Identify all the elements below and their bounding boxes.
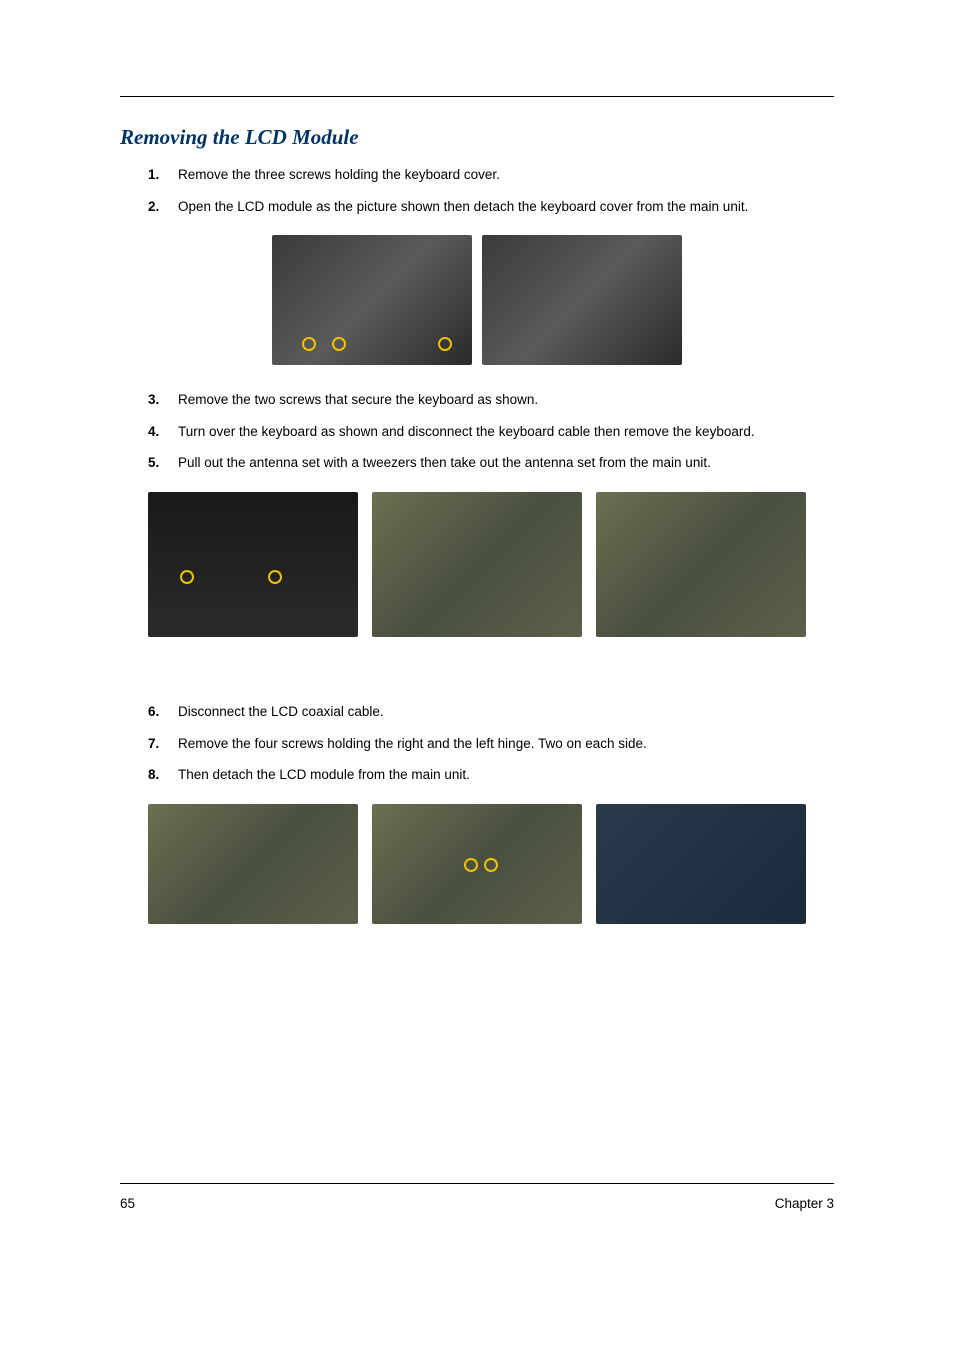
step-number: 8.: [148, 764, 178, 786]
screw-circle-icon: [332, 337, 346, 351]
figure-laptop-back: [272, 235, 472, 365]
figure-lcd-cable: [148, 804, 358, 924]
step-text: Then detach the LCD module from the main…: [178, 764, 834, 786]
step-number: 7.: [148, 733, 178, 755]
section-heading: Removing the LCD Module: [120, 125, 834, 150]
chapter-label: Chapter 3: [775, 1196, 834, 1211]
footer-row: 65 Chapter 3: [120, 1196, 834, 1211]
step-item: 6.Disconnect the LCD coaxial cable.: [148, 701, 834, 723]
screw-circle-icon: [302, 337, 316, 351]
step-text: Remove the three screws holding the keyb…: [178, 164, 834, 186]
figure-hinge-screws: [372, 804, 582, 924]
page-footer: 65 Chapter 3: [120, 1183, 834, 1211]
spacer: [120, 661, 834, 701]
figure-antenna-tweezers: [596, 492, 806, 637]
step-text: Pull out the antenna set with a tweezers…: [178, 452, 834, 474]
step-number: 2.: [148, 196, 178, 218]
steps-list-a: 1.Remove the three screws holding the ke…: [148, 164, 834, 217]
screw-circle-icon: [464, 858, 478, 872]
screw-circle-icon: [268, 570, 282, 584]
step-text: Disconnect the LCD coaxial cable.: [178, 701, 834, 723]
step-item: 7.Remove the four screws holding the rig…: [148, 733, 834, 755]
figure-keyboard-screws: [148, 492, 358, 637]
step-number: 4.: [148, 421, 178, 443]
figure-laptop-open: [482, 235, 682, 365]
image-row-3: [120, 804, 834, 924]
step-item: 2.Open the LCD module as the picture sho…: [148, 196, 834, 218]
step-text: Remove the four screws holding the right…: [178, 733, 834, 755]
steps-list-c: 6.Disconnect the LCD coaxial cable. 7.Re…: [148, 701, 834, 786]
step-number: 5.: [148, 452, 178, 474]
step-item: 5.Pull out the antenna set with a tweeze…: [148, 452, 834, 474]
figure-lcd-detached: [596, 804, 806, 924]
image-row-1: [120, 235, 834, 365]
page-number: 65: [120, 1196, 135, 1211]
figure-keyboard-cable: [372, 492, 582, 637]
step-text: Remove the two screws that secure the ke…: [178, 389, 834, 411]
bottom-rule: [120, 1183, 834, 1184]
page: Removing the LCD Module 1.Remove the thr…: [0, 0, 954, 1351]
step-item: 3.Remove the two screws that secure the …: [148, 389, 834, 411]
step-number: 3.: [148, 389, 178, 411]
screw-circle-icon: [484, 858, 498, 872]
screw-circle-icon: [438, 337, 452, 351]
step-item: 4.Turn over the keyboard as shown and di…: [148, 421, 834, 443]
step-item: 1.Remove the three screws holding the ke…: [148, 164, 834, 186]
step-number: 6.: [148, 701, 178, 723]
steps-list-b: 3.Remove the two screws that secure the …: [148, 389, 834, 474]
step-text: Turn over the keyboard as shown and disc…: [178, 421, 834, 443]
image-row-2: [120, 492, 834, 637]
step-item: 8.Then detach the LCD module from the ma…: [148, 764, 834, 786]
step-number: 1.: [148, 164, 178, 186]
screw-circle-icon: [180, 570, 194, 584]
top-rule: [120, 96, 834, 97]
step-text: Open the LCD module as the picture shown…: [178, 196, 834, 218]
